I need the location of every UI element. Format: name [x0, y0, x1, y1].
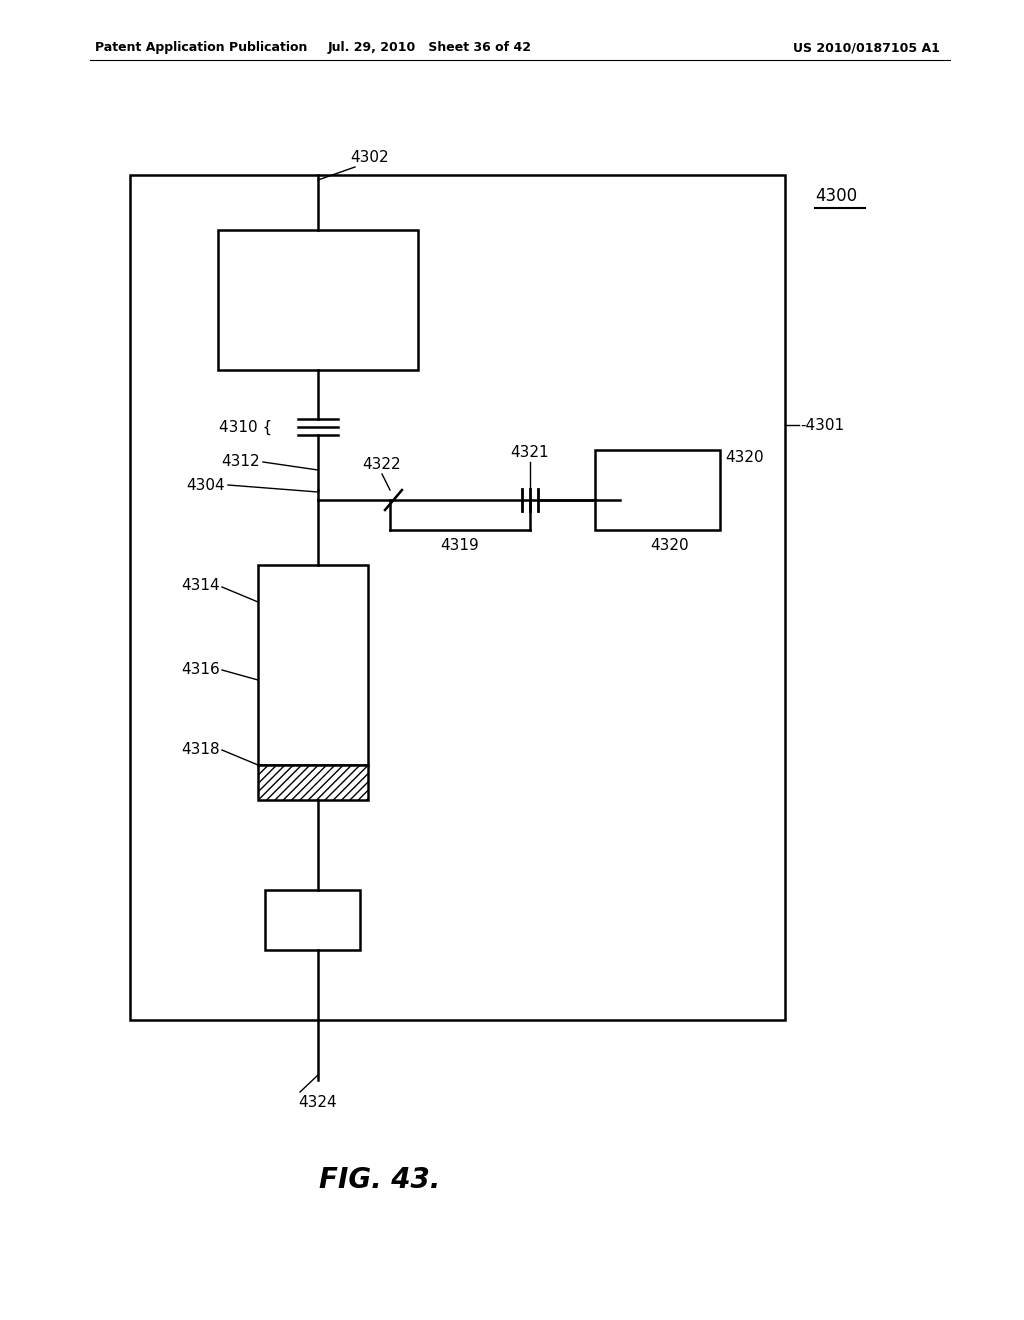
Bar — [218, 230, 418, 370]
Bar — [130, 176, 785, 1020]
Text: 4318: 4318 — [181, 742, 220, 758]
Text: 4310 {: 4310 { — [219, 420, 272, 434]
Text: 4300: 4300 — [815, 187, 857, 205]
Text: 4302: 4302 — [350, 150, 389, 165]
Text: 4304: 4304 — [186, 478, 225, 492]
Text: US 2010/0187105 A1: US 2010/0187105 A1 — [794, 41, 940, 54]
Text: 4316: 4316 — [181, 663, 220, 677]
Text: FIG. 43.: FIG. 43. — [319, 1166, 440, 1195]
Text: 4321: 4321 — [511, 445, 549, 459]
Text: Jul. 29, 2010   Sheet 36 of 42: Jul. 29, 2010 Sheet 36 of 42 — [328, 41, 532, 54]
Bar — [595, 450, 720, 531]
Text: 4320: 4320 — [725, 450, 764, 466]
Text: Patent Application Publication: Patent Application Publication — [95, 41, 307, 54]
Text: -4301: -4301 — [800, 417, 844, 433]
Text: 4314: 4314 — [181, 578, 220, 593]
Text: 4320: 4320 — [650, 539, 689, 553]
Text: 4319: 4319 — [440, 539, 479, 553]
Bar — [258, 565, 368, 766]
Bar — [265, 890, 360, 950]
Bar — [258, 766, 368, 800]
Text: 4324: 4324 — [299, 1096, 337, 1110]
Text: 4312: 4312 — [221, 454, 260, 470]
Text: 4322: 4322 — [362, 457, 401, 473]
